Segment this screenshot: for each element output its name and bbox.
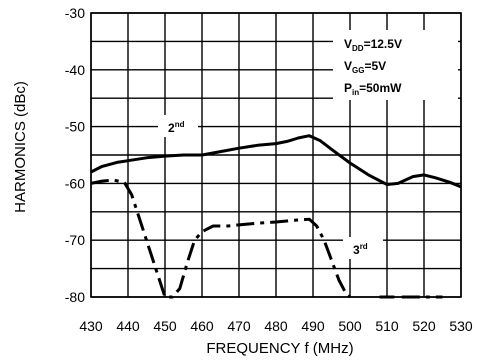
label-3rd-bg [343,237,383,259]
tick-labels: 430 440 450 460 470 480 490 500 510 520 530 -30 -40 -… [65,5,473,334]
condition-text: VDD=12.5V [344,37,402,53]
x-axis-title: FREQUENCY f (MHz) [206,340,353,357]
y-tick-label: -60 [65,175,85,191]
x-tick-label: 460 [190,318,214,334]
conditions-box: VDD=12.5V VGG=5V Pin=50mW [333,30,458,100]
condition-text: Pin=50mW [344,81,402,97]
y-axis-title: HARMONICS (dBc) [12,81,29,213]
x-tick-label: 500 [338,318,362,334]
series-labels: 2nd 3rd [158,115,383,259]
y-tick-label: -40 [65,62,85,78]
y-tick-label: -80 [65,289,85,305]
y-tick-label: -70 [65,232,85,248]
x-tick-label: 530 [449,318,473,334]
x-tick-label: 440 [116,318,140,334]
x-tick-label: 510 [375,318,399,334]
label-2nd: 2nd [168,120,185,135]
x-tick-label: 470 [227,318,251,334]
label-2nd-bg [158,115,198,137]
x-tick-label: 520 [412,318,436,334]
plot-frame [90,12,462,298]
y-tick-label: -30 [65,5,85,21]
x-tick-label: 430 [79,318,103,334]
x-tick-label: 450 [153,318,177,334]
label-3rd: 3rd [353,242,368,257]
x-tick-label: 480 [264,318,288,334]
series-line-2nd [90,134,462,189]
conditions-bg [333,30,458,100]
series-line-3rd [90,178,351,299]
series-layer [90,134,462,299]
condition-text: VGG=5V [344,59,386,75]
y-tick-label: -50 [65,119,85,135]
x-tick-label: 490 [301,318,325,334]
